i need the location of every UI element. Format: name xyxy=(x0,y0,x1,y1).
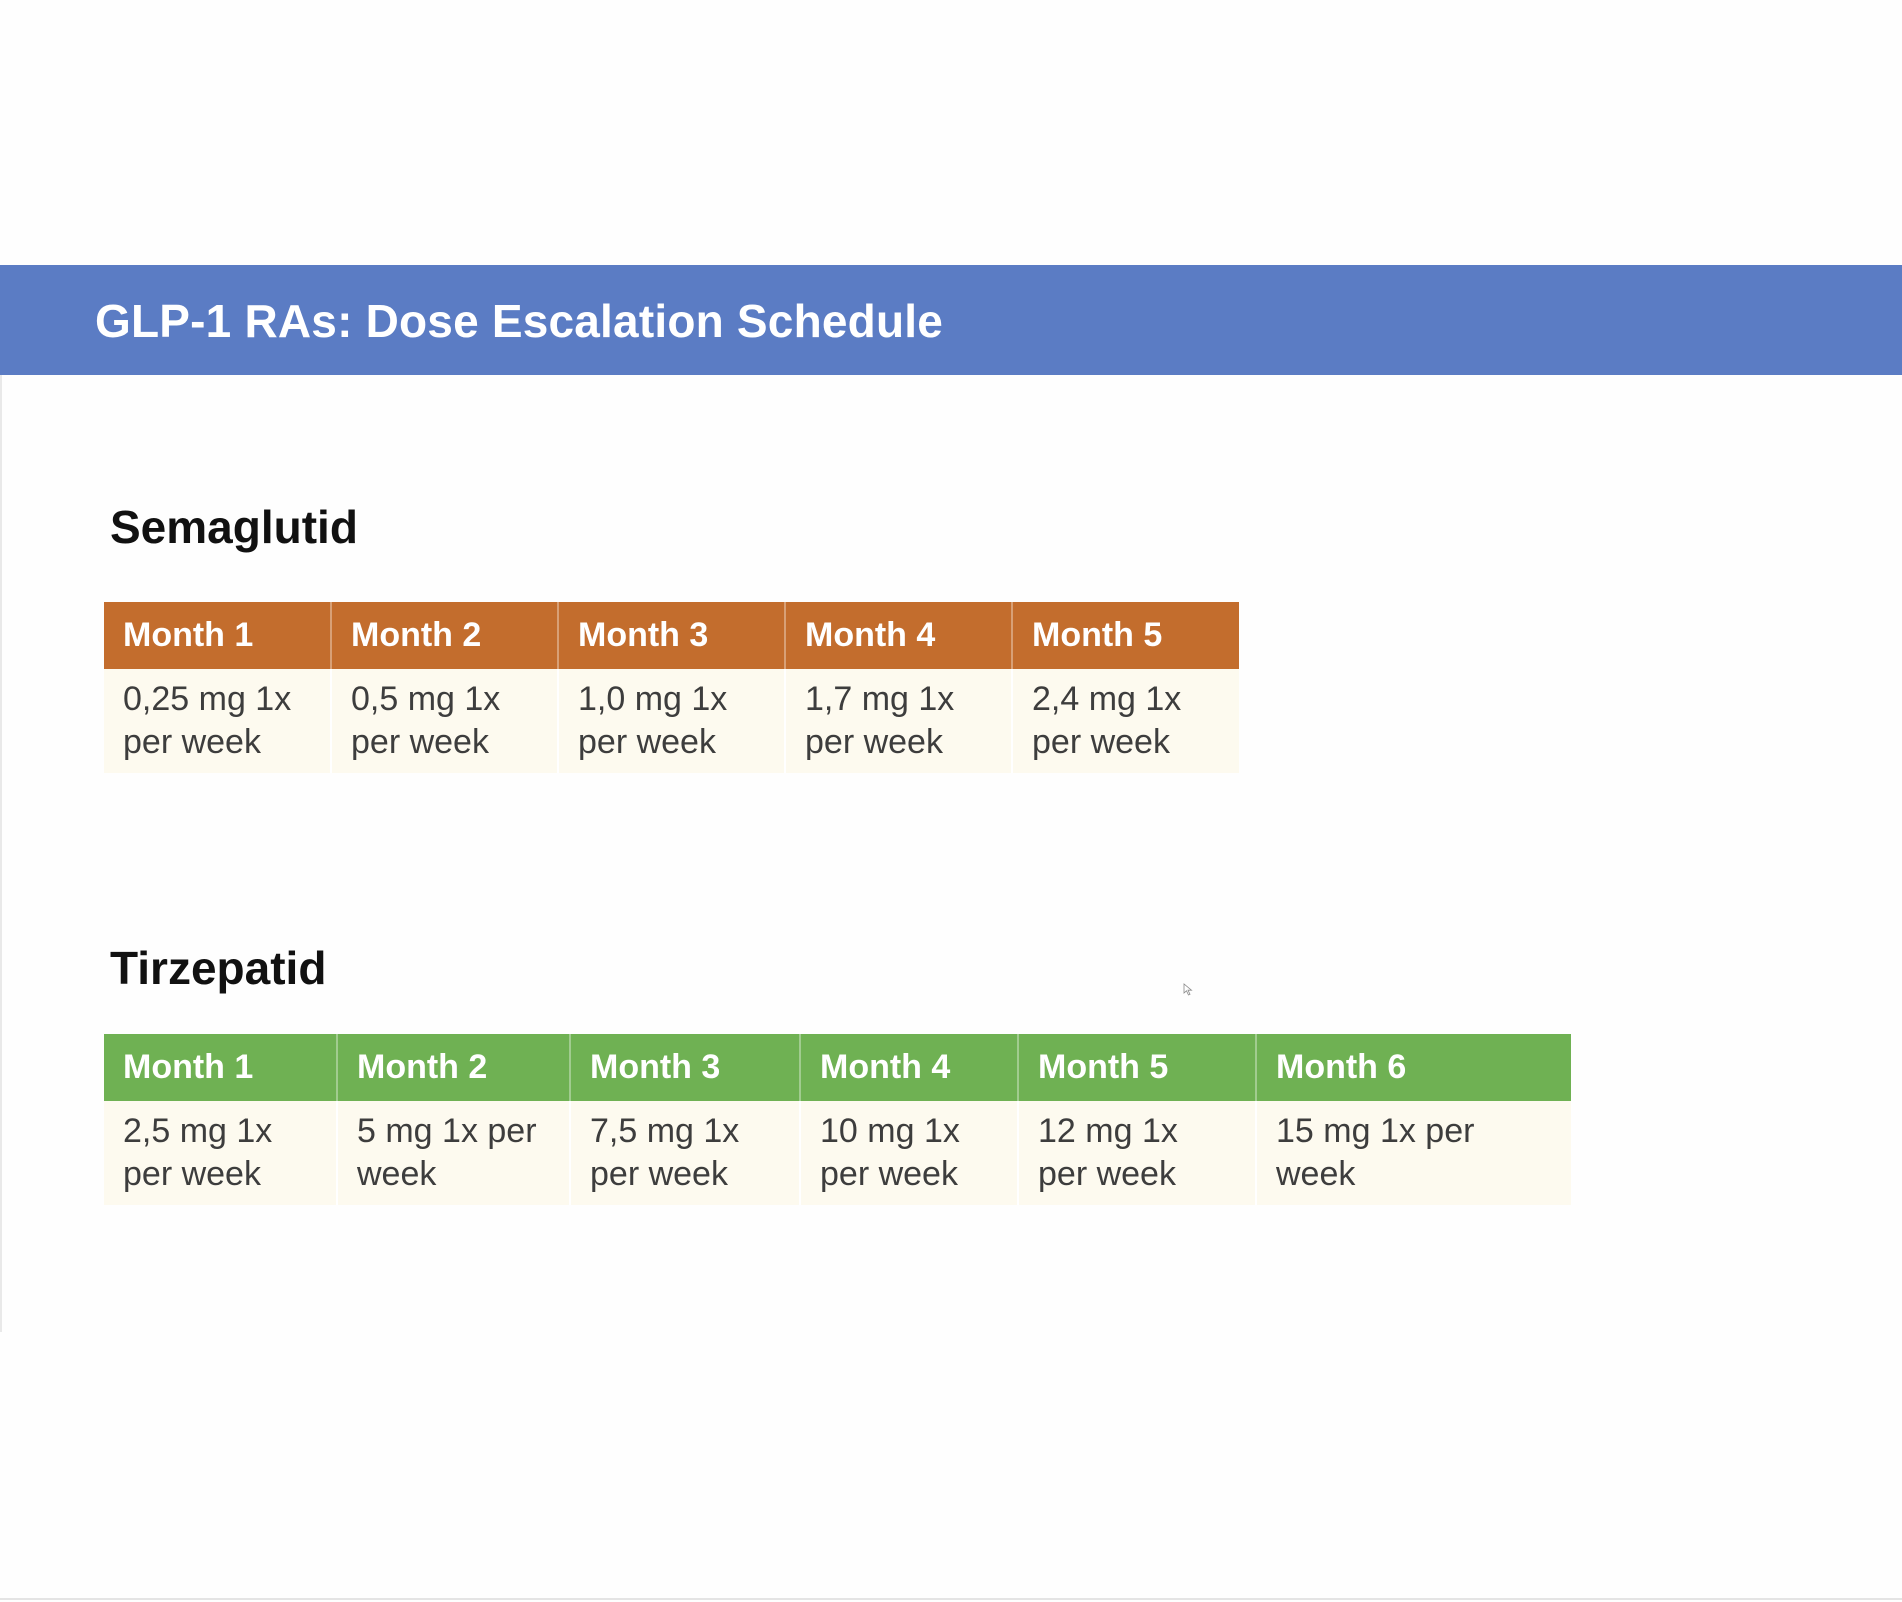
dose-line: 7,5 mg 1x xyxy=(590,1112,740,1150)
mouse-pointer-icon xyxy=(1183,983,1193,996)
table-header-row: Month 1 Month 2 Month 3 Month 4 Month 5 xyxy=(104,602,1239,669)
dose-cell: 10 mg 1x per week xyxy=(800,1101,1019,1205)
dose-line: 2,4 mg 1x xyxy=(1032,680,1182,718)
dose-line: per week xyxy=(590,1155,728,1193)
column-header: Month 5 xyxy=(1012,602,1239,669)
bottom-divider xyxy=(0,1598,1902,1600)
slide-title: GLP-1 RAs: Dose Escalation Schedule xyxy=(95,295,944,347)
column-header: Month 1 xyxy=(104,602,332,669)
dose-line: per week xyxy=(123,723,261,761)
slide-edge xyxy=(0,372,2,1332)
dose-line: week xyxy=(357,1155,437,1193)
dose-line: per week xyxy=(820,1155,958,1193)
dose-cell: 2,5 mg 1x per week xyxy=(104,1101,338,1205)
table-row: 2,5 mg 1x per week 5 mg 1x per week 7,5 mg… xyxy=(104,1101,1571,1205)
dose-cell: 2,4 mg 1x per week xyxy=(1012,669,1239,773)
dose-line: 0,25 mg 1x xyxy=(123,680,292,718)
table-header-row: Month 1 Month 2 Month 3 Month 4 Month 5 … xyxy=(104,1034,1571,1101)
table-row: 0,25 mg 1x per week 0,5 mg 1x per week 1,0… xyxy=(104,669,1239,773)
semaglutid-dose-table: Month 1 Month 2 Month 3 Month 4 Month 5 … xyxy=(104,602,1239,773)
dose-cell: 1,7 mg 1x per week xyxy=(785,669,1013,773)
dose-line: 1,0 mg 1x xyxy=(578,680,728,718)
dose-line: per week xyxy=(1032,723,1170,761)
column-header: Month 3 xyxy=(570,1034,801,1101)
title-bar: GLP-1 RAs: Dose Escalation Schedule xyxy=(0,265,1902,375)
column-header: Month 6 xyxy=(1256,1034,1571,1101)
column-header: Month 2 xyxy=(337,1034,571,1101)
column-header: Month 3 xyxy=(558,602,786,669)
column-header: Month 4 xyxy=(785,602,1013,669)
semaglutid-heading: Semaglutid xyxy=(110,501,358,553)
dose-cell: 15 mg 1x per week xyxy=(1256,1101,1571,1205)
dose-line: week xyxy=(1276,1155,1356,1193)
dose-line: per week xyxy=(1038,1155,1176,1193)
dose-line: 12 mg 1x xyxy=(1038,1112,1178,1150)
dose-line: 10 mg 1x xyxy=(820,1112,960,1150)
column-header: Month 2 xyxy=(331,602,559,669)
dose-cell: 0,25 mg 1x per week xyxy=(104,669,332,773)
dose-line: 1,7 mg 1x xyxy=(805,680,955,718)
dose-cell: 7,5 mg 1x per week xyxy=(570,1101,801,1205)
dose-line: per week xyxy=(578,723,716,761)
dose-line: per week xyxy=(351,723,489,761)
dose-cell: 1,0 mg 1x per week xyxy=(558,669,786,773)
dose-line: 5 mg 1x per xyxy=(357,1112,537,1150)
column-header: Month 4 xyxy=(800,1034,1019,1101)
dose-line: 0,5 mg 1x xyxy=(351,680,501,718)
column-header: Month 5 xyxy=(1018,1034,1257,1101)
tirzepatid-heading: Tirzepatid xyxy=(110,942,327,994)
column-header: Month 1 xyxy=(104,1034,338,1101)
dose-line: per week xyxy=(123,1155,261,1193)
dose-cell: 0,5 mg 1x per week xyxy=(331,669,559,773)
dose-line: 15 mg 1x per xyxy=(1276,1112,1475,1150)
dose-line: per week xyxy=(805,723,943,761)
dose-cell: 5 mg 1x per week xyxy=(337,1101,571,1205)
dose-line: 2,5 mg 1x xyxy=(123,1112,273,1150)
tirzepatid-dose-table: Month 1 Month 2 Month 3 Month 4 Month 5 … xyxy=(104,1034,1571,1205)
dose-cell: 12 mg 1x per week xyxy=(1018,1101,1257,1205)
